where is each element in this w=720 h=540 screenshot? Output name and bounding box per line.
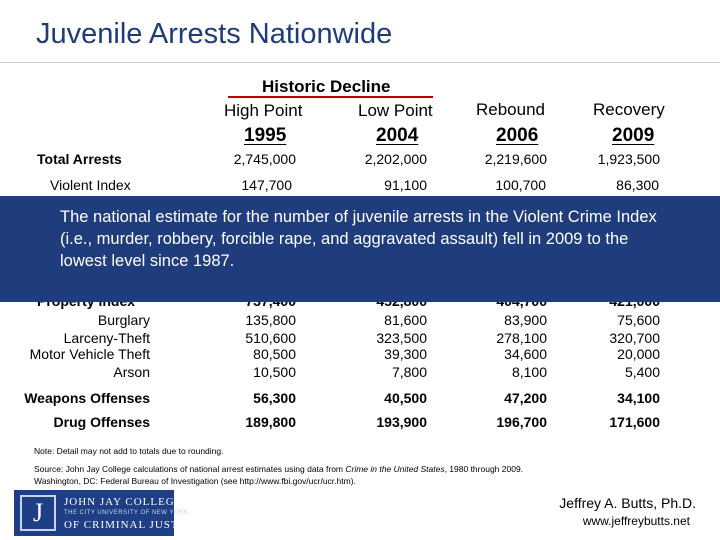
drug-2006: 196,700: [496, 414, 547, 430]
arson-label: Arson: [113, 364, 150, 380]
page-title: Juvenile Arrests Nationwide: [36, 18, 393, 50]
violent-index-label: Violent Index: [50, 177, 131, 193]
footnote: Note: Detail may not add to totals due t…: [34, 446, 224, 456]
drug-offenses-label: Drug Offenses: [53, 414, 150, 430]
weapons-offenses-label: Weapons Offenses: [24, 390, 150, 406]
arson-1995: 10,500: [253, 364, 296, 380]
year-2004: 2004: [376, 125, 419, 146]
logo-mark: J: [20, 495, 56, 531]
weapons-1995: 56,300: [253, 390, 296, 406]
low-point-header: Low Point: [358, 101, 433, 120]
drug-2009: 171,600: [609, 414, 660, 430]
year-2009: 2009: [612, 125, 655, 146]
historic-decline-rule: [228, 96, 433, 98]
callout-text: The national estimate for the number of …: [60, 208, 657, 270]
weapons-2006: 47,200: [504, 390, 547, 406]
callout-box: The national estimate for the number of …: [0, 196, 720, 302]
author-name: Jeffrey A. Butts, Ph.D.: [559, 495, 696, 511]
drug-2004: 193,900: [376, 414, 427, 430]
arson-2006: 8,100: [511, 364, 547, 380]
mvt-2006: 34,600: [504, 346, 547, 362]
logo-line-3: OF CRIMINAL JUSTICE: [64, 519, 200, 531]
larceny-2006: 278,100: [496, 330, 547, 346]
larceny-1995: 510,600: [245, 330, 296, 346]
total-arrests-1995: 2,745,000: [233, 151, 296, 167]
arson-2004: 7,800: [391, 364, 427, 380]
year-1995: 1995: [244, 125, 287, 146]
weapons-2009: 34,100: [617, 390, 660, 406]
logo-line-2: THE CITY UNIVERSITY OF NEW YORK: [64, 510, 189, 516]
source-line-1: Source: John Jay College calculations of…: [34, 464, 523, 474]
total-arrests-2004: 2,202,000: [364, 151, 427, 167]
mvt-2004: 39,300: [384, 346, 427, 362]
larceny-2009: 320,700: [609, 330, 660, 346]
recovery-header: Recovery: [593, 100, 665, 119]
logo-line-1: JOHN JAY COLLEGE: [64, 496, 183, 508]
mvt-1995: 80,500: [253, 346, 296, 362]
website-link[interactable]: www.jeffreybutts.net: [582, 514, 690, 528]
source-prefix: Source: John Jay College calculations of…: [34, 464, 346, 474]
burglary-2006: 83,900: [504, 312, 547, 328]
high-point-header: High Point: [224, 101, 303, 120]
burglary-label: Burglary: [97, 312, 150, 328]
john-jay-logo: J JOHN JAY COLLEGE THE CITY UNIVERSITY O…: [14, 490, 198, 536]
weapons-2004: 40,500: [384, 390, 427, 406]
title-divider: [0, 62, 720, 63]
total-arrests-2006: 2,219,600: [484, 151, 547, 167]
burglary-2009: 75,600: [617, 312, 660, 328]
source-line-2: Washington, DC: Federal Bureau of Invest…: [34, 476, 356, 486]
historic-decline-header: Historic Decline: [262, 77, 391, 96]
violent-index-2004: 91,100: [384, 177, 427, 193]
source-suffix: , 1980 through 2009.: [444, 464, 524, 474]
source-title: Crime in the United States: [345, 464, 445, 474]
burglary-1995: 135,800: [245, 312, 296, 328]
larceny-label: Larceny-Theft: [63, 330, 150, 346]
motor-vehicle-theft-label: Motor Vehicle Theft: [29, 346, 150, 362]
violent-index-2006: 100,700: [495, 177, 546, 193]
larceny-2004: 323,500: [376, 330, 427, 346]
mvt-2009: 20,000: [617, 346, 660, 362]
drug-1995: 189,800: [245, 414, 296, 430]
total-arrests-label: Total Arrests: [37, 151, 122, 167]
rebound-header: Rebound: [476, 100, 546, 119]
arson-2009: 5,400: [624, 364, 660, 380]
total-arrests-2009: 1,923,500: [597, 151, 660, 167]
burglary-2004: 81,600: [384, 312, 427, 328]
year-2006: 2006: [496, 125, 539, 146]
violent-index-2009: 86,300: [616, 177, 659, 193]
violent-index-1995: 147,700: [241, 177, 292, 193]
